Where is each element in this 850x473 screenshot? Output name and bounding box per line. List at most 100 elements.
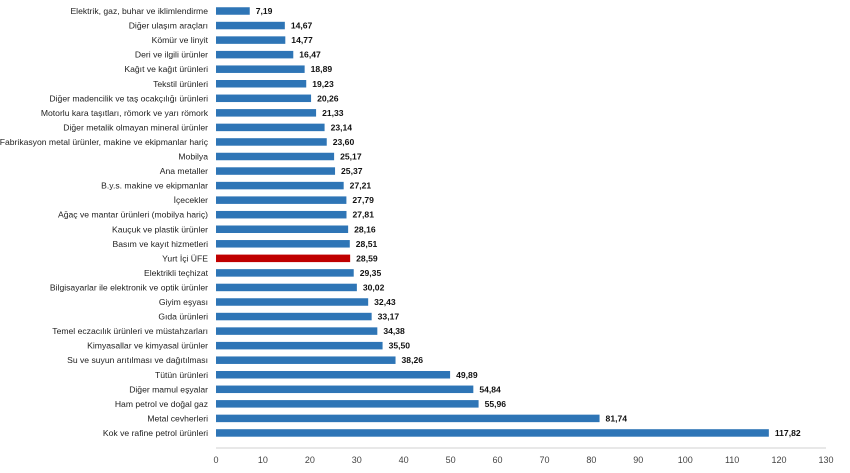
- bar: [216, 312, 372, 321]
- value-label: 32,43: [374, 297, 396, 307]
- category-label: Kağıt ve kağıt ürünleri: [124, 64, 208, 74]
- x-tick-label: 120: [772, 455, 787, 465]
- value-label: 28,51: [356, 239, 378, 249]
- category-label: Basım ve kayıt hizmetleri: [112, 239, 208, 249]
- category-label: Tekstil ürünleri: [153, 79, 208, 89]
- bar: [216, 21, 285, 30]
- value-label: 19,23: [312, 79, 334, 89]
- category-label: Kok ve rafine petrol ürünleri: [103, 428, 208, 438]
- bar: [216, 94, 312, 103]
- category-label: İçecekler: [174, 195, 209, 205]
- bar: [216, 298, 369, 306]
- bar: [216, 225, 349, 233]
- x-tick-label: 0: [213, 455, 218, 465]
- value-label: 27,81: [352, 210, 374, 220]
- x-tick-label: 50: [446, 455, 456, 465]
- value-label: 18,89: [311, 64, 333, 74]
- value-label: 117,82: [775, 428, 801, 438]
- value-label: 28,16: [354, 224, 376, 234]
- bar: [216, 356, 396, 364]
- bar: [216, 152, 335, 161]
- value-label: 7,19: [256, 6, 273, 16]
- category-label: B.y.s. makine ve ekipmanlar: [101, 181, 208, 191]
- bar: [216, 36, 286, 44]
- value-label: 23,14: [331, 122, 353, 132]
- category-label: Kimyasallar ve kimyasal ürünler: [87, 341, 208, 351]
- category-label: Kömür ve linyit: [152, 35, 209, 45]
- x-tick-label: 110: [725, 455, 739, 465]
- category-label: Bilgisayarlar ile elektronik ve optik ür…: [50, 282, 208, 292]
- value-label: 21,33: [322, 108, 344, 118]
- bar: [216, 7, 250, 15]
- category-label: Su ve suyun arıtılması ve dağıtılması: [67, 355, 208, 365]
- category-label: Fabrikasyon metal ürünler, makine ve eki…: [0, 137, 209, 147]
- value-label: 29,35: [360, 268, 382, 278]
- x-tick-label: 90: [633, 455, 643, 465]
- value-label: 54,84: [479, 384, 501, 394]
- bar: [216, 269, 354, 277]
- value-label: 16,47: [299, 50, 321, 60]
- bar: [216, 167, 336, 175]
- bar: [216, 371, 451, 379]
- category-label: Metal cevherleri: [147, 413, 208, 423]
- bar: [216, 80, 307, 88]
- x-tick-label: 80: [586, 455, 596, 465]
- value-label: 34,38: [383, 326, 405, 336]
- category-label: Elektrik, gaz, buhar ve iklimlendirme: [70, 6, 208, 16]
- x-axis: 0 10 20 30 40 50 60 70 80 90 100 110 120 130: [213, 447, 834, 465]
- value-label: 81,74: [606, 413, 628, 423]
- value-label: 27,79: [352, 195, 374, 205]
- x-tick-label: 130: [818, 455, 833, 465]
- x-tick-label: 100: [678, 455, 693, 465]
- category-label: Yurt İçi ÜFE: [162, 253, 208, 263]
- highlight-bar: [216, 254, 351, 263]
- bar: [216, 327, 378, 335]
- value-label: 25,17: [340, 152, 362, 162]
- bar: [216, 385, 474, 394]
- x-tick-label: 10: [258, 455, 268, 465]
- bar: [216, 50, 294, 59]
- x-tick-label: 70: [539, 455, 549, 465]
- x-tick-label: 30: [352, 455, 362, 465]
- category-label: Temel eczacılık ürünleri ve müstahzarlar…: [52, 326, 208, 336]
- category-label: Gıda ürünleri: [158, 312, 208, 322]
- value-label: 25,37: [341, 166, 363, 176]
- category-label: Motorlu kara taşıtları, römork ve yarı r…: [41, 108, 209, 118]
- value-label: 30,02: [363, 282, 385, 292]
- value-label: 23,60: [333, 137, 355, 147]
- value-label: 27,21: [350, 181, 372, 191]
- bar: [216, 181, 344, 190]
- bar: [216, 414, 600, 423]
- value-label: 20,26: [317, 93, 339, 103]
- bar: [216, 341, 383, 350]
- category-label: Diğer metalik olmayan mineral ürünler: [63, 122, 208, 132]
- bar: [216, 138, 327, 146]
- category-label: Diğer madencilik ve taş ocakçılığı ürünl…: [49, 93, 208, 103]
- category-label: Ham petrol ve doğal gaz: [115, 399, 208, 409]
- category-label: Ana metaller: [160, 166, 208, 176]
- value-label: 35,50: [389, 341, 411, 351]
- category-label: Mobilya: [178, 152, 208, 162]
- category-label: Ağaç ve mantar ürünleri (mobilya hariç): [58, 210, 208, 220]
- value-label: 33,17: [378, 312, 400, 322]
- value-label: 49,89: [456, 370, 478, 380]
- value-label: 55,96: [485, 399, 507, 409]
- category-label: Tütün ürünleri: [155, 370, 208, 380]
- x-tick-label: 20: [305, 455, 315, 465]
- category-label: Elektrikli teçhizat: [144, 268, 209, 278]
- bar: [216, 240, 350, 248]
- value-label: 14,77: [291, 35, 313, 45]
- bar: [216, 123, 325, 132]
- x-tick-label: 40: [399, 455, 409, 465]
- value-label: 28,59: [356, 253, 378, 263]
- bar: [216, 400, 479, 408]
- value-label: 38,26: [402, 355, 424, 365]
- category-label: Kauçuk ve plastik ürünler: [112, 224, 208, 234]
- bar: [216, 109, 317, 117]
- category-label: Deri ve ilgili ürünler: [135, 50, 208, 60]
- category-label: Diğer ulaşım araçları: [129, 21, 208, 31]
- bar: [216, 65, 305, 73]
- bars-layer: Elektrik, gaz, buhar ve iklimlendirme 7,1…: [0, 6, 801, 438]
- bar: [216, 283, 357, 292]
